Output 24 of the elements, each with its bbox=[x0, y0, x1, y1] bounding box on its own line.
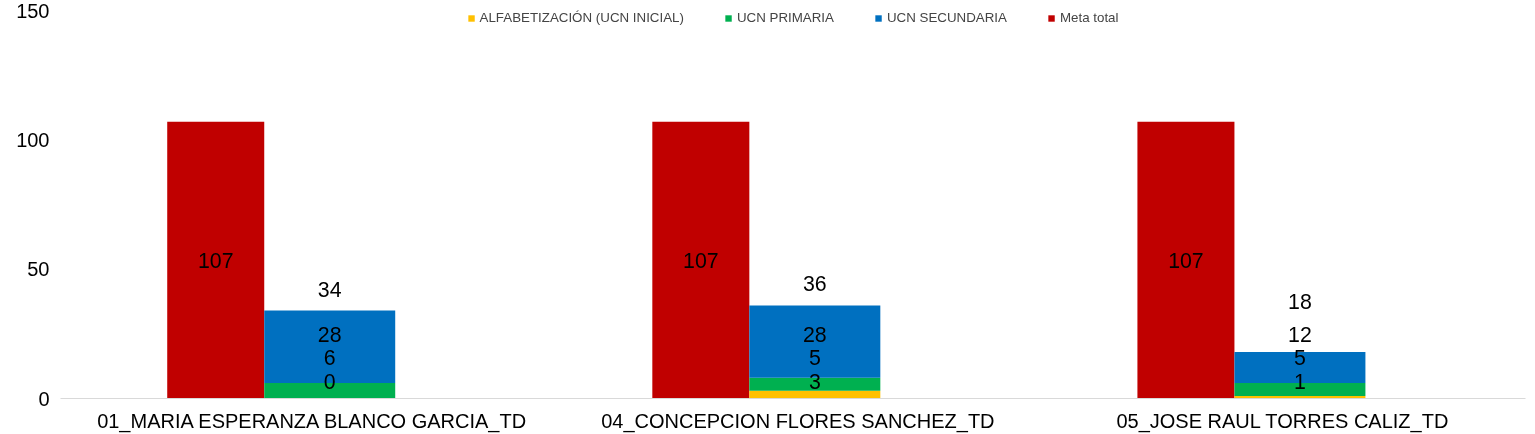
data-label: 12 bbox=[1288, 322, 1312, 347]
x-tick-label: 04_CONCEPCION FLORES SANCHEZ_TD bbox=[601, 409, 995, 433]
x-tick-label: 05_JOSE RAUL TORRES CALIZ_TD bbox=[1116, 409, 1449, 433]
data-label: 107 bbox=[683, 248, 719, 273]
legend-label: UCN PRIMARIA bbox=[736, 10, 834, 25]
data-label: 107 bbox=[1168, 248, 1204, 273]
data-label: 28 bbox=[802, 322, 827, 347]
total-label: 34 bbox=[317, 277, 342, 302]
data-label: 5 bbox=[808, 346, 821, 371]
y-tick-label: 50 bbox=[27, 258, 50, 281]
data-label: 107 bbox=[197, 248, 234, 273]
data-label: 6 bbox=[323, 346, 336, 371]
legend-label: ALFABETIZACIÓN (UCN INICIAL) bbox=[479, 10, 684, 25]
y-tick-label: 100 bbox=[16, 128, 50, 151]
legend-label: Meta total bbox=[1059, 10, 1119, 25]
data-label: 28 bbox=[317, 322, 342, 347]
x-tick-label: 01_MARIA ESPERANZA BLANCO GARCIA_TD bbox=[97, 409, 527, 433]
y-tick-label: 150 bbox=[16, 0, 50, 22]
y-tick-label: 0 bbox=[38, 387, 50, 410]
legend-label: UCN SECUNDARIA bbox=[886, 10, 1007, 25]
total-label: 18 bbox=[1288, 289, 1312, 314]
bar bbox=[749, 390, 881, 399]
total-label: 36 bbox=[802, 272, 827, 297]
data-label: 5 bbox=[1294, 346, 1306, 371]
